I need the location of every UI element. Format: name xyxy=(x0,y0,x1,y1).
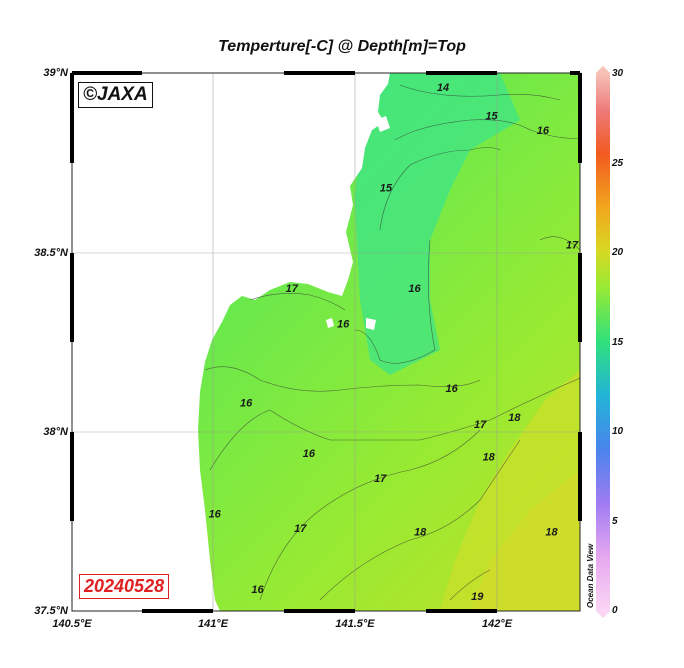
contour-label: 14 xyxy=(437,82,449,94)
contour-label: 16 xyxy=(337,319,350,331)
colorbar-tick-10: 10 xyxy=(612,426,624,437)
lat-label-37-5: 37.5°N xyxy=(34,605,68,617)
lon-label-141-5: 141.5°E xyxy=(335,618,375,630)
colorbar-tick-0: 0 xyxy=(612,605,618,616)
contour-label: 15 xyxy=(485,111,498,123)
contour-label: 17 xyxy=(286,283,299,295)
lat-label-38-5: 38.5°N xyxy=(34,247,68,259)
colorbar-tick-5: 5 xyxy=(612,516,618,527)
contour-label: 18 xyxy=(545,527,558,539)
contour-label: 17 xyxy=(374,473,387,485)
odv-credit: Ocean Data View xyxy=(586,543,595,608)
lon-label-140-5: 140.5°E xyxy=(52,618,92,630)
map-title: Temperture[-C] @ Depth[m]=Top xyxy=(218,38,466,55)
colorbar xyxy=(596,73,610,611)
lat-label-39: 39°N xyxy=(43,67,68,79)
lon-label-141: 141°E xyxy=(197,618,229,630)
contour-label: 17 xyxy=(294,523,307,535)
contour-label: 18 xyxy=(414,527,427,539)
contour-label: 16 xyxy=(209,509,222,521)
contour-label: 16 xyxy=(537,125,550,137)
contour-label: 18 xyxy=(483,451,496,463)
lat-label-38: 38°N xyxy=(43,426,68,438)
contour-label: 16 xyxy=(251,584,264,596)
graticule xyxy=(72,73,580,611)
contour-label: 17 xyxy=(474,419,487,431)
colorbar-tick-25: 25 xyxy=(612,158,624,169)
contour-label: 16 xyxy=(303,448,316,460)
contour-label: 15 xyxy=(380,182,393,194)
contour-lines xyxy=(204,84,580,601)
contour-label: 18 xyxy=(508,412,521,424)
contour-label: 16 xyxy=(445,383,458,395)
colorbar-tick-30: 30 xyxy=(612,68,624,79)
contour-label: 16 xyxy=(240,398,253,410)
colorbar-bottom-arrow xyxy=(596,611,610,618)
contour-labels: 14 15 16 15 17 17 16 16 16 16 17 18 16 18 17 16 17 18 18 16… xyxy=(209,82,579,603)
land xyxy=(72,73,390,611)
jaxa-watermark: ©JAXA xyxy=(78,82,153,108)
colorbar-top-arrow xyxy=(596,66,610,73)
colorbar-tick-20: 20 xyxy=(612,247,624,258)
contour-label: 16 xyxy=(408,283,421,295)
contour-label: 17 xyxy=(566,240,579,252)
lon-label-142: 142°E xyxy=(481,618,513,630)
colorbar-tick-15: 15 xyxy=(612,337,624,348)
contour-label: 19 xyxy=(471,591,484,603)
ocean-field xyxy=(72,73,580,611)
map-border-ticks xyxy=(70,71,582,613)
date-label: 20240528 xyxy=(79,574,170,599)
